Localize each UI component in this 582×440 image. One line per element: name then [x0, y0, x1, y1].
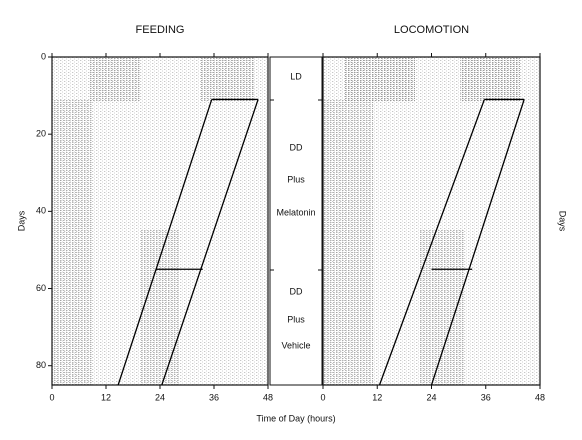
phase-line [378, 99, 486, 386]
x-tick-label: 24 [155, 392, 165, 402]
phase-line [161, 99, 259, 386]
x-tick-label: 48 [535, 392, 545, 402]
x-tick-label: 12 [372, 392, 382, 402]
y-tick-label: 40 [36, 206, 46, 216]
condition-label: DD [290, 286, 303, 296]
condition-label: LD [290, 71, 302, 81]
phase-line [430, 99, 525, 386]
condition-label: Vehicle [281, 340, 310, 350]
phase-line [117, 99, 213, 386]
x-tick-label: 36 [209, 392, 219, 402]
condition-label: Plus [287, 314, 305, 324]
panel-title: FEEDING [136, 24, 185, 36]
y-axis-label: Days [16, 210, 26, 231]
x-tick-label: 12 [101, 392, 111, 402]
x-tick-label: 0 [49, 392, 54, 402]
y-tick-label: 60 [36, 283, 46, 293]
activity-texture [52, 57, 540, 385]
y-tick-label: 0 [41, 51, 46, 61]
x-tick-label: 48 [263, 392, 273, 402]
condition-label: DD [290, 142, 303, 152]
x-tick-label: 24 [426, 392, 436, 402]
y-tick-label: 20 [36, 129, 46, 139]
x-tick-label: 36 [481, 392, 491, 402]
x-tick-label: 0 [320, 392, 325, 402]
y-tick-label: 80 [36, 360, 46, 370]
x-axis-label: Time of Day (hours) [256, 413, 335, 423]
panel-title: LOCOMOTION [394, 24, 469, 36]
condition-label: Plus [287, 174, 305, 184]
condition-label: Melatonin [276, 207, 315, 217]
y-axis-label: Days [558, 211, 568, 232]
center-box [269, 56, 323, 386]
